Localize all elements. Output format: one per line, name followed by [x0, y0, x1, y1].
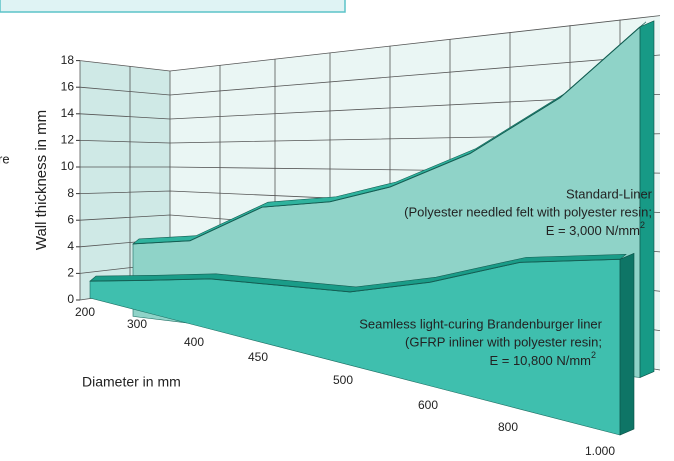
annotation: E = 10,800 N/mm2: [489, 350, 596, 368]
x-tick-label: 600: [418, 398, 438, 412]
y-tick-label: 2: [67, 266, 74, 280]
y-tick-label: 18: [61, 53, 75, 67]
annotation: (Polyester needled felt with polyester r…: [404, 204, 652, 219]
series-label: Standard-Liner: [566, 186, 653, 201]
area-line: [132, 26, 641, 245]
end-wall: [639, 20, 655, 379]
x-tick-label: 200: [75, 305, 95, 319]
y-tick-label: 10: [61, 159, 75, 173]
y-axis-label: Wall thickness in mm: [33, 110, 50, 250]
x-tick-label: 1.000: [585, 444, 615, 458]
y-tick-label: 8: [67, 186, 74, 200]
x-axis-label: Diameter in mm: [82, 374, 181, 390]
x-tick-label: 500: [333, 373, 353, 387]
y-tick-label: 16: [61, 79, 75, 93]
x-tick-label: 450: [248, 350, 268, 364]
x-tick-label: 300: [127, 317, 147, 331]
y-tick-label: 4: [67, 239, 74, 253]
y-tick-label: 0: [67, 292, 74, 306]
annotation: (GFRP inliner with polyester resin;: [405, 334, 602, 349]
header-box: [0, 0, 346, 13]
y-tick-label: 14: [61, 106, 75, 120]
y-tick-label: 12: [61, 133, 75, 147]
y-tick-label: 6: [67, 212, 74, 226]
x-tick-label: 400: [184, 335, 204, 349]
annotation: E = 3,000 N/mm2: [546, 220, 645, 238]
x-tick-label: 800: [498, 420, 518, 434]
area-line: [89, 258, 621, 293]
end-wall: [619, 252, 635, 436]
series-label: Seamless light-curing Brandenburger line…: [359, 316, 602, 331]
partial-text: re: [0, 151, 10, 166]
